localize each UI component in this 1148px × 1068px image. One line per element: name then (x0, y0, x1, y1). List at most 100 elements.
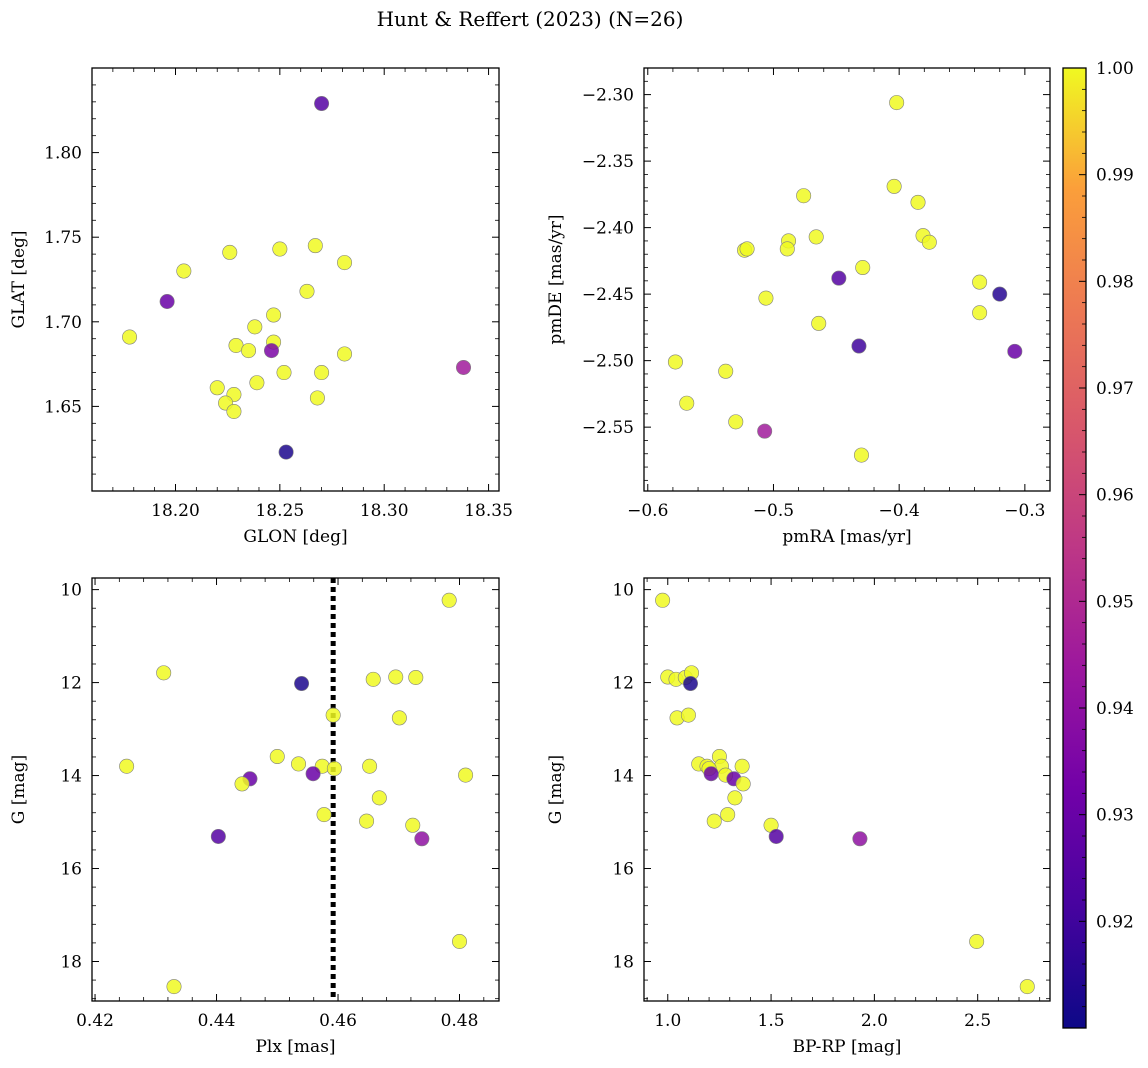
data-point (391, 710, 407, 726)
data-point (371, 790, 387, 806)
data-point (234, 776, 250, 792)
colorbar-tick-label: 0.97 (1096, 379, 1134, 399)
data-point (720, 807, 736, 823)
data-point (276, 365, 292, 381)
x-axis-label: BP-RP [mag] (793, 1037, 902, 1057)
y-tick-label: −2.50 (582, 352, 634, 372)
y-axis-label: GLAT [deg] (9, 230, 29, 328)
data-point (969, 934, 985, 950)
data-point (757, 423, 773, 439)
data-point (458, 767, 474, 783)
panel-pmra-pmde-points (667, 95, 1023, 463)
panel-pmra-pmde-axes: −0.6 −0.5 −0.4 −0.3 −2.55 −2.50 −2.45 −2.40 −2.3… (546, 67, 1051, 547)
data-point (831, 270, 847, 286)
data-point (667, 354, 683, 370)
data-point (811, 315, 827, 331)
x-tick-label: 0.48 (441, 1011, 479, 1031)
data-point (266, 307, 282, 323)
data-point (408, 669, 424, 685)
y-tick-label: −2.30 (582, 86, 634, 106)
y-axis-label: G [mag] (546, 755, 566, 824)
data-point (326, 761, 342, 777)
y-tick-label: −2.40 (582, 219, 634, 239)
data-point (388, 669, 404, 685)
x-tick-label: 1.5 (758, 1011, 785, 1031)
data-point (1019, 979, 1035, 995)
data-point (452, 934, 468, 950)
x-tick-label: 18.35 (464, 501, 513, 521)
y-axis-label: pmDE [mas/yr] (546, 214, 566, 344)
data-point (314, 365, 330, 381)
axes-frame (643, 577, 1051, 1002)
data-point (263, 343, 279, 359)
data-point (166, 979, 182, 995)
data-point (269, 748, 285, 764)
axes-frame (643, 67, 1051, 492)
data-point (910, 194, 926, 210)
data-point (176, 263, 192, 279)
data-point (337, 255, 353, 271)
data-point (855, 260, 871, 276)
y-tick-label: −2.55 (582, 418, 634, 438)
panel-bprp-gmag-points (655, 592, 1035, 995)
data-point (718, 363, 734, 379)
x-axis-label: Plx [mas] (255, 1037, 335, 1057)
data-point (734, 758, 750, 774)
y-tick-label: 12 (60, 674, 82, 694)
data-point (456, 359, 472, 375)
y-tick-label: −2.35 (582, 152, 634, 172)
x-tick-label: −0.6 (627, 501, 668, 521)
colorbar-tick-label: 0.96 (1096, 486, 1134, 506)
panel-plx-gmag: 0.42 0.44 0.46 0.48 10 12 14 16 18 Plx [mas] G [ma… (9, 577, 500, 1057)
data-point (680, 707, 696, 723)
data-point (316, 807, 332, 823)
data-point (272, 241, 288, 257)
y-tick-label: 10 (612, 581, 634, 601)
x-tick-label: 18.25 (256, 501, 305, 521)
data-point (414, 831, 430, 847)
data-point (305, 766, 321, 782)
colorbar-tick-label: 1.00 (1096, 59, 1134, 79)
data-point (294, 676, 310, 692)
x-tick-label: 18.20 (151, 501, 200, 521)
data-point (362, 758, 378, 774)
y-axis-label: G [mag] (9, 755, 29, 824)
y-tick-label: 12 (612, 674, 634, 694)
figure-title: Hunt & Reffert (2023) (N=26) (377, 7, 684, 31)
data-point (735, 776, 751, 792)
data-point (739, 241, 755, 257)
data-point (209, 380, 225, 396)
data-point (703, 766, 719, 782)
data-point (728, 414, 744, 430)
panel-pmra-pmde: −0.6 −0.5 −0.4 −0.3 −2.55 −2.50 −2.45 −2.40 −2.3… (546, 67, 1051, 547)
data-point (921, 234, 937, 250)
x-tick-label: 0.46 (319, 1011, 357, 1031)
data-point (247, 319, 263, 335)
colorbar-tick-label: 0.94 (1096, 699, 1134, 719)
data-point (655, 592, 671, 608)
colorbar: 0.92 0.93 0.94 0.95 0.96 0.97 0.98 0.99 1.00 (1062, 59, 1134, 1029)
x-axis-label: pmRA [mas/yr] (782, 527, 911, 547)
x-tick-label: −0.4 (879, 501, 920, 521)
y-tick-label: 14 (60, 767, 82, 787)
colorbar-tick-label: 0.93 (1096, 806, 1134, 826)
y-tick-label: −2.45 (582, 285, 634, 305)
panel-glon-glat-axes: 18.20 18.25 18.30 18.35 1.65 1.70 1.75 1.80 GLON… (9, 67, 513, 547)
colorbar-gradient (1063, 68, 1086, 1028)
colorbar-tick-label: 0.98 (1096, 272, 1134, 292)
y-tick-label: 1.65 (44, 397, 82, 417)
data-point (222, 244, 238, 260)
panel-plx-gmag-axes: 0.42 0.44 0.46 0.48 10 12 14 16 18 Plx [mas] G [ma… (9, 577, 500, 1057)
data-point (679, 395, 695, 411)
data-point (768, 828, 784, 844)
data-point (758, 290, 774, 306)
data-point (972, 274, 988, 290)
x-tick-label: −0.5 (753, 501, 794, 521)
data-point (682, 676, 698, 692)
panel-glon-glat: 18.20 18.25 18.30 18.35 1.65 1.70 1.75 1.80 GLON… (9, 67, 513, 547)
data-point (210, 828, 226, 844)
y-tick-label: 1.80 (44, 144, 82, 164)
data-point (1007, 343, 1023, 359)
colorbar-ticks: 0.92 0.93 0.94 0.95 0.96 0.97 0.98 0.99 1.00 (1079, 59, 1134, 1029)
